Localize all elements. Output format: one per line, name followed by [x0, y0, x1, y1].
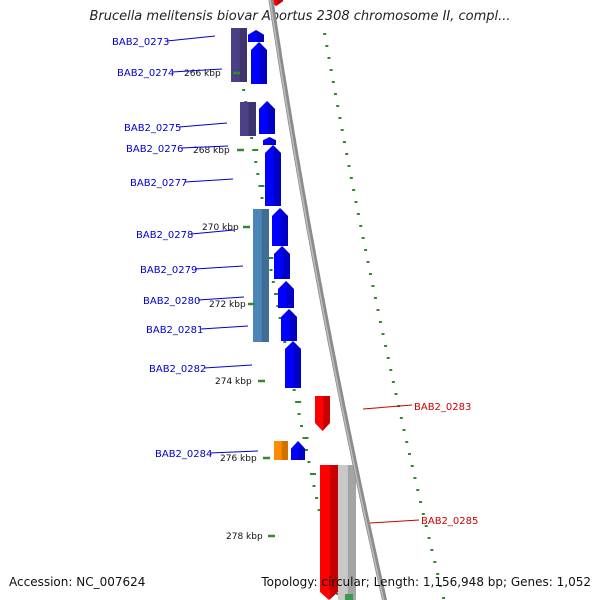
scale-tick-label: 274 kbp [215, 377, 252, 387]
scale-tick-label: 276 kbp [220, 454, 257, 464]
gene-label-leader [369, 519, 420, 524]
scale-ticks: 266 kbp 268 kbp 270 kbp 272 kbp 274 kbp 276 k… [184, 69, 275, 542]
gene-label-forward: BAB2_0279 [140, 265, 197, 276]
gene-label-leader [200, 325, 249, 330]
cog-bar-0285 [338, 465, 356, 600]
gene-label-forward: BAB2_0278 [136, 230, 193, 241]
backbone-highlight [269, 0, 385, 600]
summary-text: Topology: circular; Length: 1,156,948 bp… [261, 575, 591, 589]
gene-label-forward: BAB2_0284 [155, 449, 212, 460]
gene-arrow-0281 [281, 309, 297, 341]
scale-tick-label: 278 kbp [226, 532, 263, 542]
gene-arrow-0283 [315, 396, 330, 431]
cog-feature-bars [231, 28, 356, 600]
gene-label-leader [194, 265, 244, 270]
accession-text: Accession: NC_007624 [9, 575, 146, 589]
gene-label-forward: BAB2_0273 [112, 37, 169, 48]
gene-arrows [248, 0, 353, 600]
gene-label-forward: BAB2_0274 [117, 68, 174, 79]
map-title: Brucella melitensis biovar Abortus 2308 … [89, 9, 511, 24]
gene-label-leader [197, 296, 245, 301]
gene-label-leader [190, 229, 235, 235]
gene-label-forward: BAB2_0276 [126, 144, 183, 155]
cog-bar-0275 [240, 102, 256, 136]
gene-label-reverse: BAB2_0283 [414, 402, 471, 413]
scale-tick-label: 272 kbp [209, 300, 246, 310]
gene-label-forward: BAB2_0275 [124, 123, 181, 134]
gene-label-leader [209, 450, 259, 454]
gene-arrow-0276 [263, 137, 276, 145]
gene-label-leader [362, 404, 413, 410]
gene-arrow-0279 [274, 246, 290, 279]
gene-label-leader [171, 68, 223, 73]
gene-arrow-0284 [291, 441, 305, 460]
gene-arrow-0278 [272, 208, 288, 246]
gene-arrow-0275 [259, 101, 275, 134]
gene-label-forward: BAB2_0280 [143, 296, 200, 307]
gene-label-leader [166, 35, 216, 42]
gene-label-leader [184, 178, 234, 183]
backbone-line [268, 0, 388, 600]
gene-label-forward: BAB2_0277 [130, 178, 187, 189]
gene-label-reverse: BAB2_0285 [421, 516, 478, 527]
gene-label-forward: BAB2_0282 [149, 364, 206, 375]
scale-tick-label: 270 kbp [202, 223, 239, 233]
scale-tick-label: 266 kbp [184, 69, 221, 79]
scale-tick-label: 268 kbp [193, 146, 230, 156]
gene-label-leader [180, 145, 229, 149]
gene-arrow-0280 [278, 281, 294, 308]
gene-labels: BAB2_0273 BAB2_0274 BAB2_0275 BAB2_0276 BAB2… [112, 35, 478, 527]
gene-label-leader [203, 364, 253, 369]
cog-bar-0273 [231, 28, 247, 82]
gene-label-forward: BAB2_0281 [146, 325, 203, 336]
cog-bar-0278-0281 [253, 209, 269, 342]
backbone-track [268, 0, 388, 600]
gene-arrow-0277 [265, 145, 281, 206]
gene-arrow-0282 [285, 341, 301, 388]
gene-label-leader [178, 122, 228, 128]
cog-bar-0284 [274, 441, 288, 460]
gene-arrow-0273 [248, 30, 264, 42]
gene-stub-bottom [345, 594, 353, 600]
gene-arrow-0285 [320, 465, 338, 600]
gene-arrow-0274 [251, 42, 267, 84]
